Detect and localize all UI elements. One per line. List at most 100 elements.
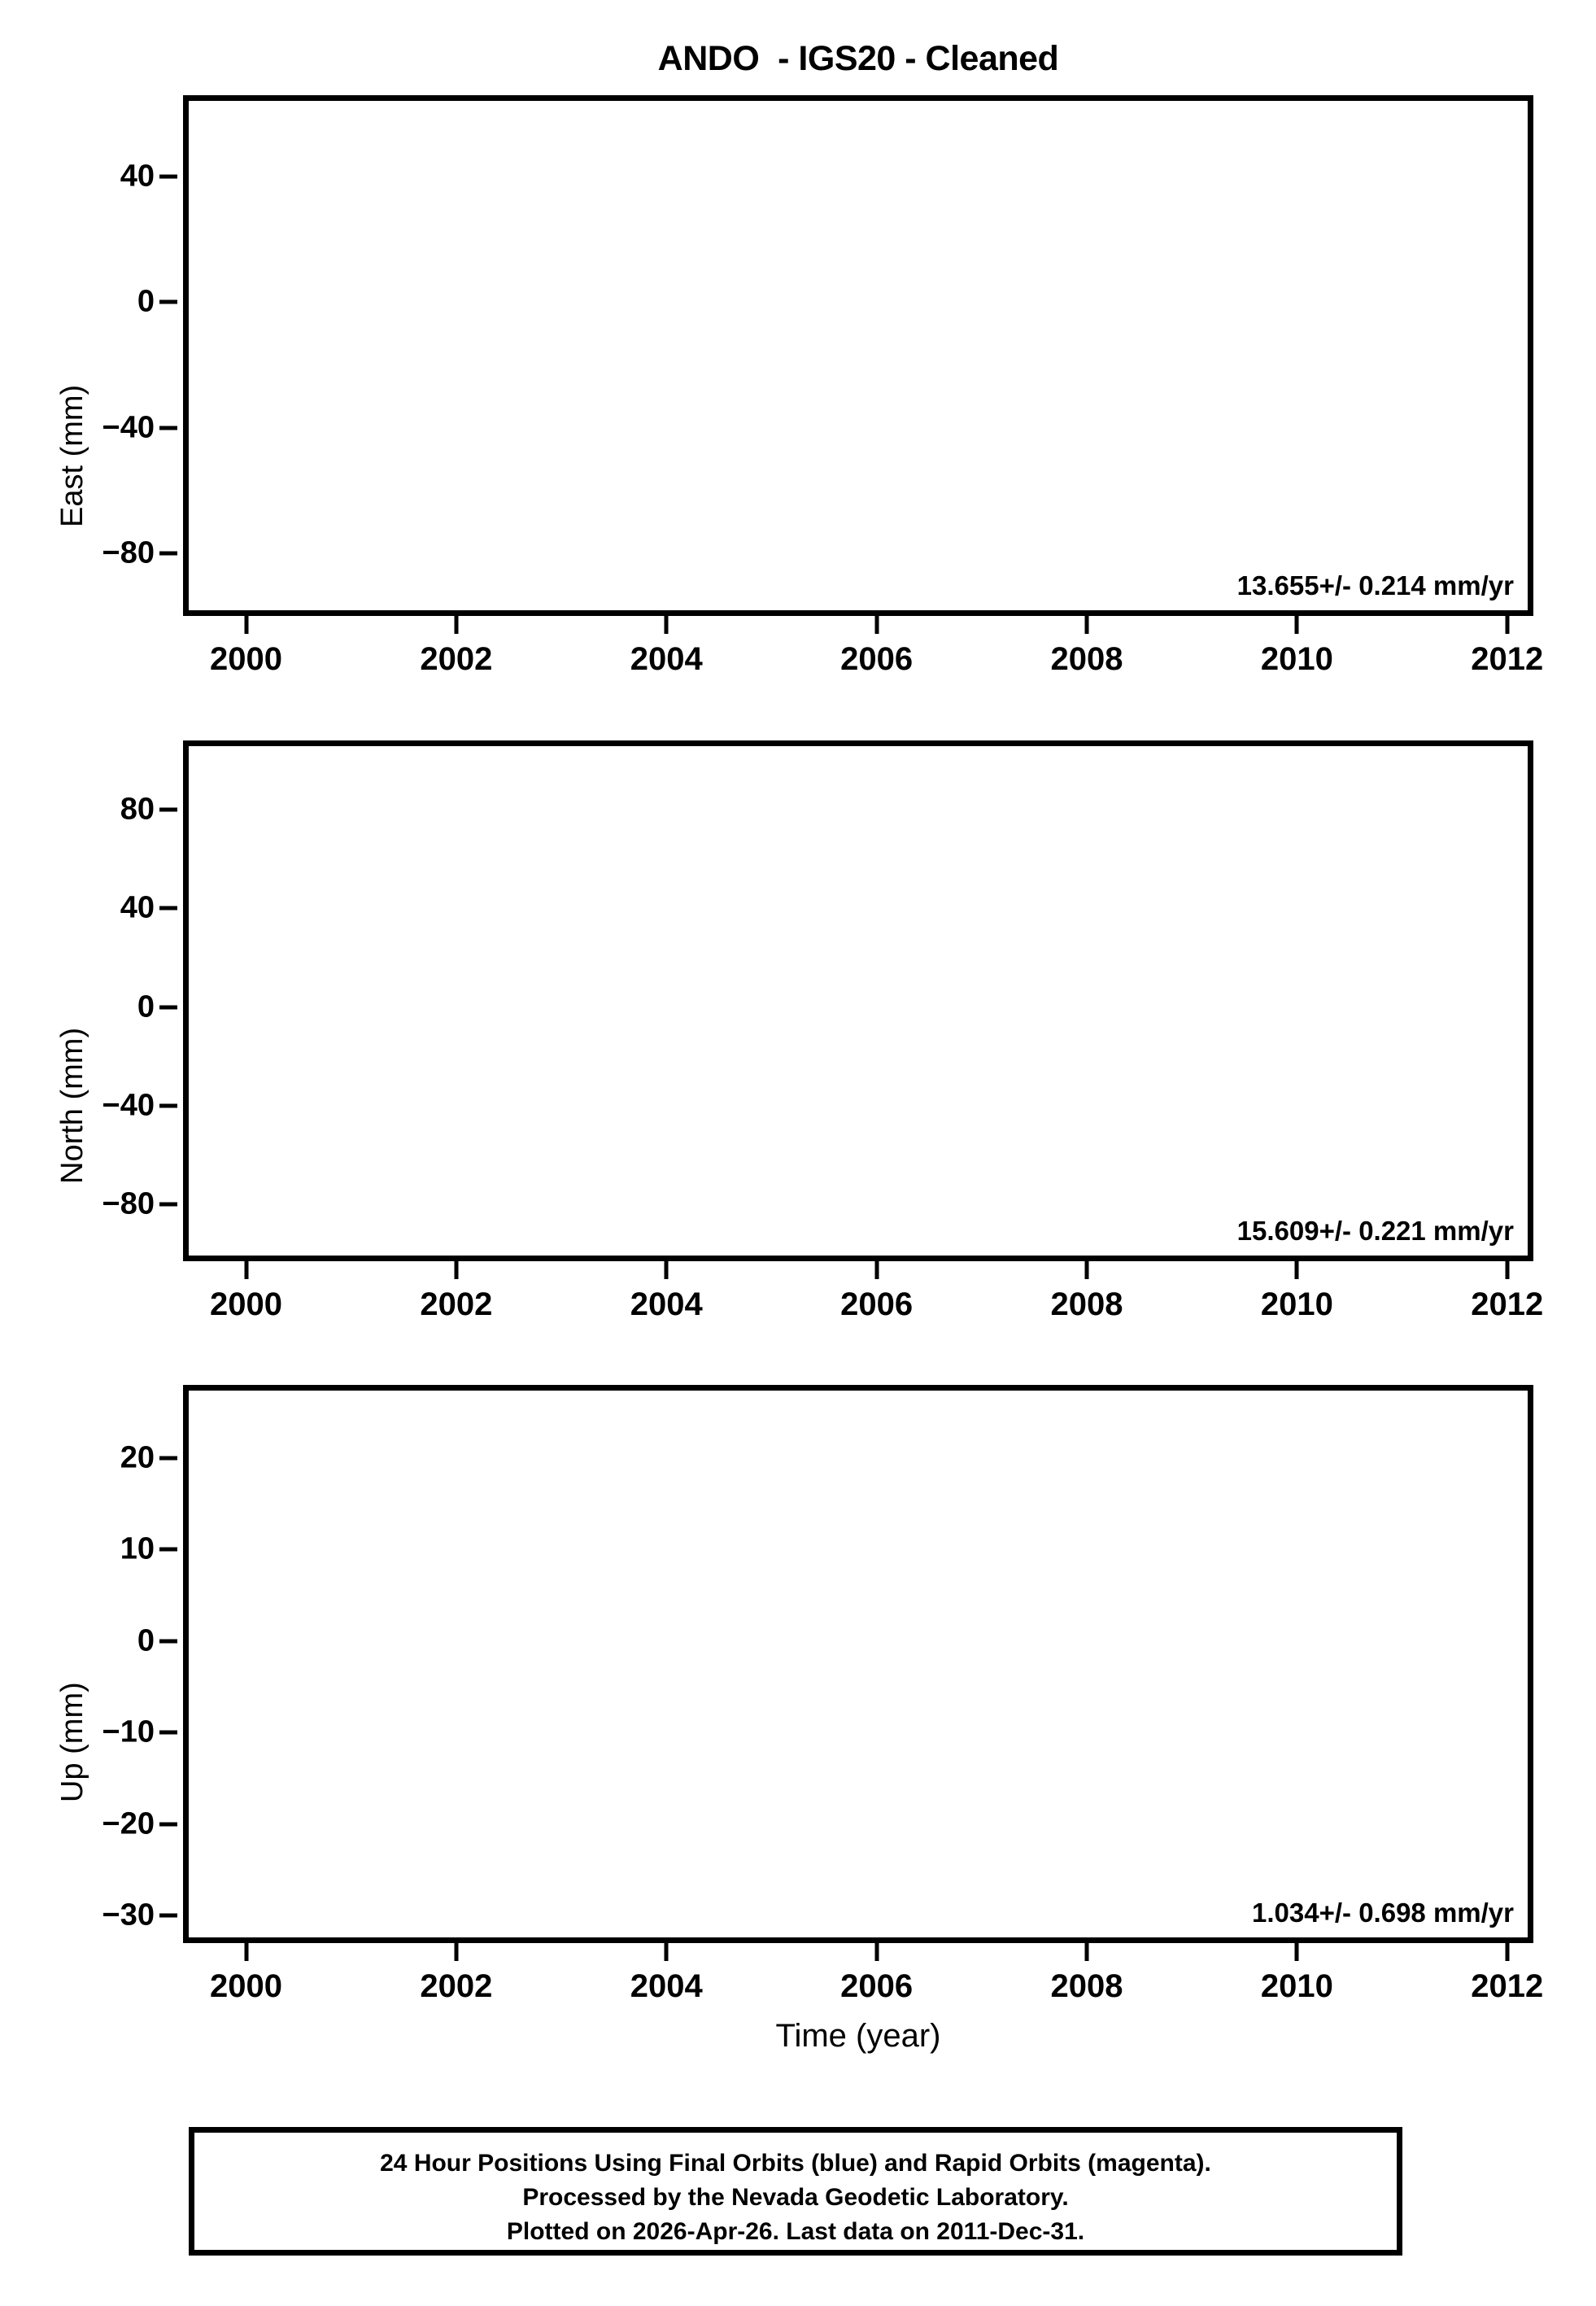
xtick-mark <box>1294 616 1299 634</box>
ytick-label: 0 <box>137 1623 155 1658</box>
ytick-mark <box>159 1913 177 1918</box>
xtick-mark <box>1294 1943 1299 1961</box>
xtick-label: 2010 <box>1260 641 1333 677</box>
yaxis-tickmarks-north <box>159 0 184 2306</box>
ytick-mark <box>159 551 177 556</box>
ytick-label: 80 <box>120 792 155 827</box>
xtick-mark <box>244 1261 248 1279</box>
ytick-label: 10 <box>120 1531 155 1566</box>
rate-label-north: 15.609+/- 0.221 mm/yr <box>1236 1216 1514 1246</box>
ytick-label: −10 <box>102 1714 155 1749</box>
panel-up-frame <box>183 1385 1533 1943</box>
xaxis-ticklabels-east: 2000 2002 2004 2006 2008 2010 2012 <box>183 641 1543 682</box>
xtick-mark <box>454 1943 459 1961</box>
xaxis-tickmarks-up <box>183 1943 1533 1964</box>
xtick-label: 2010 <box>1260 1286 1333 1322</box>
xtick-label: 2002 <box>420 641 493 677</box>
xtick-mark <box>664 1261 669 1279</box>
ytick-label: 40 <box>120 159 155 194</box>
footer-line-1: 24 Hour Positions Using Final Orbits (bl… <box>380 2150 1211 2177</box>
xtick-mark <box>454 616 459 634</box>
yaxis-ticklabels-east: 40 0 −40 −80 <box>24 0 155 2306</box>
ytick-mark <box>159 1202 177 1207</box>
xtick-label: 2000 <box>210 641 282 677</box>
xtick-label: 2006 <box>840 641 914 677</box>
ytick-label: −20 <box>102 1806 155 1841</box>
xtick-mark <box>1505 1261 1510 1279</box>
panel-east-frame <box>183 95 1533 616</box>
xtick-label: 2008 <box>1050 1968 1123 2004</box>
xtick-mark <box>1084 1943 1089 1961</box>
xtick-mark <box>244 616 248 634</box>
xtick-mark <box>1294 1261 1299 1279</box>
xtick-mark <box>664 1943 669 1961</box>
panel-north-frame <box>183 740 1533 1261</box>
xtick-label: 2008 <box>1050 1286 1123 1322</box>
xtick-label: 2008 <box>1050 641 1123 677</box>
panel-up: 1.034+/- 0.698 mm/yr <box>183 1385 1533 1943</box>
xtick-label: 2012 <box>1471 1968 1544 2004</box>
yaxis-tickmarks-east <box>159 0 184 2306</box>
yaxis-tickmarks-up <box>159 0 184 2306</box>
ytick-label: −40 <box>102 1088 155 1123</box>
xtick-label: 2012 <box>1471 1286 1544 1322</box>
panel-north: 15.609+/- 0.221 mm/yr <box>183 740 1533 1261</box>
page-title: ANDO - IGS20 - Cleaned <box>657 39 1059 78</box>
xtick-mark <box>244 1943 248 1961</box>
ytick-mark <box>159 1547 177 1552</box>
ytick-mark <box>159 1639 177 1644</box>
footer-line-3: Plotted on 2026-Apr-26. Last data on 201… <box>506 2218 1085 2245</box>
xaxis-title: Time (year) <box>775 2018 941 2054</box>
yaxis-title-up: Up (mm) <box>55 1682 89 1802</box>
xtick-mark <box>1084 1261 1089 1279</box>
xtick-mark <box>1084 616 1089 634</box>
yaxis-ticklabels-up: 20 10 0 −10 −20 −30 <box>24 0 155 2306</box>
xtick-mark <box>874 616 879 634</box>
footer-line-2: Processed by the Nevada Geodetic Laborat… <box>522 2184 1069 2211</box>
xtick-mark <box>664 616 669 634</box>
xtick-mark <box>874 1943 879 1961</box>
ytick-mark <box>159 426 177 430</box>
ytick-label: −40 <box>102 410 155 445</box>
ytick-mark <box>159 1456 177 1461</box>
xtick-mark <box>874 1261 879 1279</box>
rate-label-up: 1.034+/- 0.698 mm/yr <box>1252 1898 1514 1928</box>
footer-box: 24 Hour Positions Using Final Orbits (bl… <box>189 2127 1402 2256</box>
xaxis-tickmarks-north <box>183 1261 1533 1282</box>
ytick-mark <box>159 1822 177 1827</box>
xtick-label: 2012 <box>1471 641 1544 677</box>
xtick-label: 2004 <box>630 1968 703 2004</box>
ytick-mark <box>159 807 177 812</box>
ytick-mark <box>159 1103 177 1108</box>
ytick-label: −30 <box>102 1898 155 1933</box>
xaxis-ticklabels-north: 2000 2002 2004 2006 2008 2010 2012 <box>183 1286 1543 1327</box>
ytick-mark <box>159 174 177 179</box>
xtick-label: 2002 <box>420 1968 493 2004</box>
xtick-label: 2002 <box>420 1286 493 1322</box>
ytick-label: 40 <box>120 890 155 925</box>
xaxis-ticklabels-up: 2000 2002 2004 2006 2008 2010 2012 <box>183 1968 1543 2009</box>
xaxis-tickmarks-east <box>183 616 1533 637</box>
xtick-label: 2006 <box>840 1286 914 1322</box>
ytick-label: −80 <box>102 1186 155 1221</box>
ytick-label: −80 <box>102 535 155 570</box>
panel-east: 13.655+/- 0.214 mm/yr <box>183 95 1533 616</box>
ytick-label: 0 <box>137 284 155 319</box>
xtick-label: 2000 <box>210 1286 282 1322</box>
ytick-label: 20 <box>120 1440 155 1475</box>
ytick-mark <box>159 299 177 304</box>
ytick-mark <box>159 1005 177 1010</box>
xtick-label: 2010 <box>1260 1968 1333 2004</box>
xtick-label: 2004 <box>630 1286 703 1322</box>
xtick-mark <box>1505 616 1510 634</box>
xtick-mark <box>1505 1943 1510 1961</box>
ytick-label: 0 <box>137 989 155 1024</box>
xtick-label: 2006 <box>840 1968 914 2004</box>
xtick-label: 2004 <box>630 641 703 677</box>
ytick-mark <box>159 1730 177 1735</box>
ytick-mark <box>159 906 177 911</box>
yaxis-ticklabels-north: 80 40 0 −40 −80 <box>24 0 155 2306</box>
xtick-mark <box>454 1261 459 1279</box>
xtick-label: 2000 <box>210 1968 282 2004</box>
